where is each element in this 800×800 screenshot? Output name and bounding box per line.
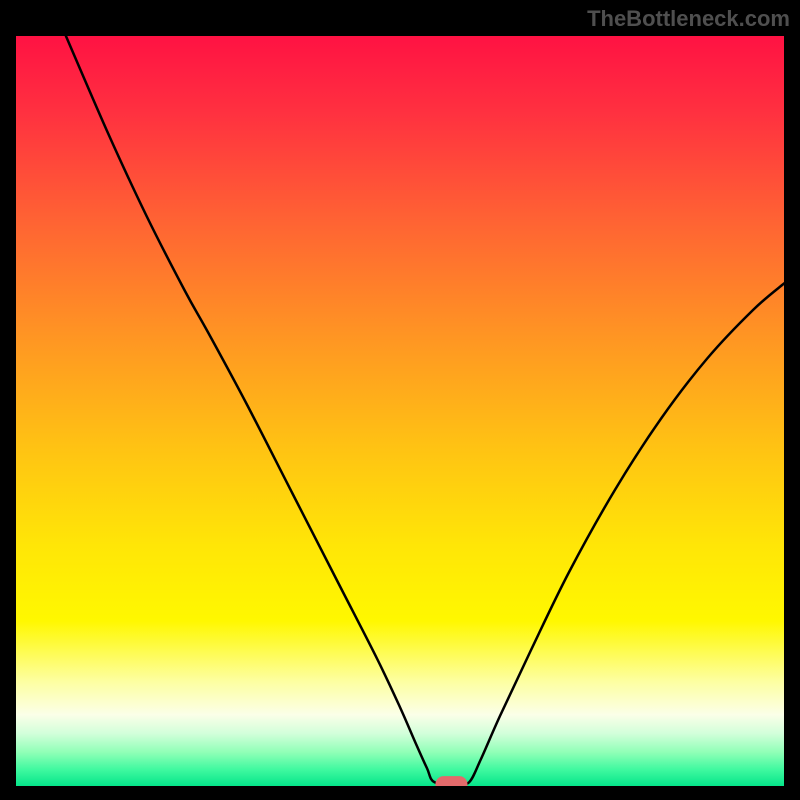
- optimal-marker: [435, 776, 467, 786]
- bottleneck-chart: [16, 36, 784, 786]
- watermark-text: TheBottleneck.com: [587, 6, 790, 32]
- chart-frame: TheBottleneck.com: [0, 0, 800, 800]
- chart-svg: [16, 36, 784, 786]
- gradient-background: [16, 36, 784, 786]
